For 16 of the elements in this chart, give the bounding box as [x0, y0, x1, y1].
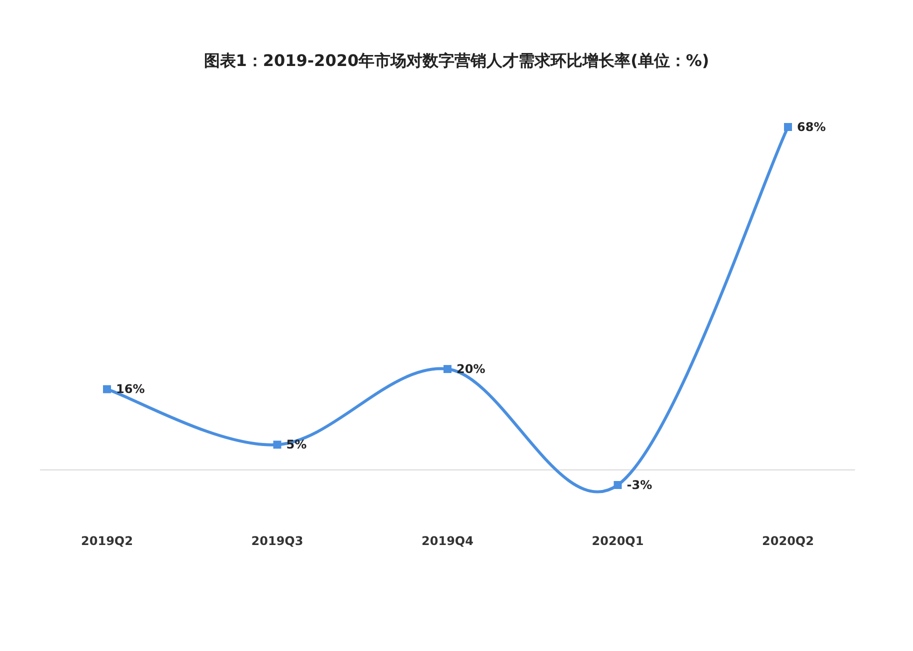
point [103, 385, 111, 394]
x-tick-label: 2019Q3 [251, 534, 304, 548]
point [784, 123, 792, 131]
point [273, 440, 282, 449]
x-tick-label: 2019Q4 [422, 534, 474, 548]
x-tick-label: 2020Q1 [592, 534, 644, 548]
x-tick-label: 2019Q2 [81, 534, 133, 548]
point [614, 481, 622, 489]
data-label: 16% [116, 382, 145, 396]
point [444, 365, 452, 374]
chart-title: 图表1：2019-2020年市场对数字营销人才需求环比增长率(单位：%) [204, 51, 710, 70]
data-label: 5% [286, 438, 307, 452]
data-label: 68% [797, 120, 826, 134]
data-label: -3% [626, 478, 652, 492]
x-tick-label: 2020Q2 [762, 534, 814, 548]
data-label: 20% [456, 362, 486, 376]
